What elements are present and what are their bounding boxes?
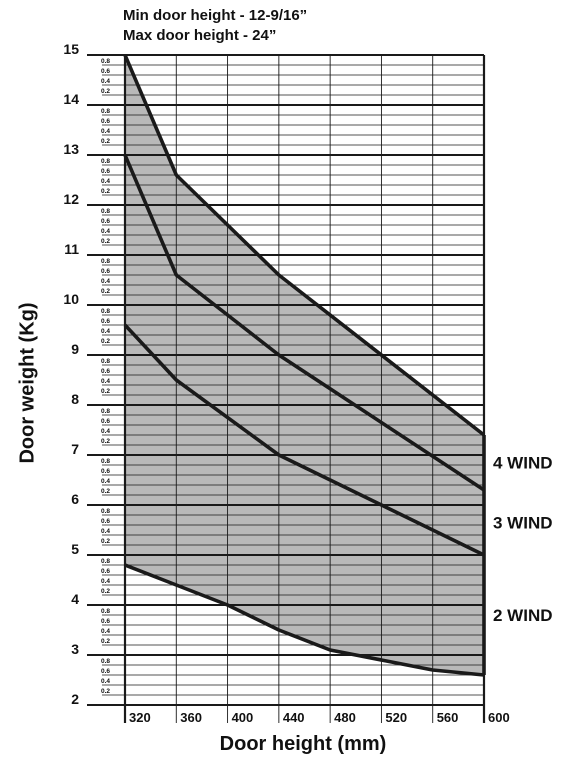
y-tick-label: 3 xyxy=(71,641,79,657)
y-tick-label: 14 xyxy=(63,91,79,107)
y-minor-tick-label: 0.2 xyxy=(101,488,110,495)
y-minor-tick-label: 0.4 xyxy=(101,328,110,335)
series-label: 4 WIND xyxy=(493,454,553,473)
chart-title-max: Max door height - 24” xyxy=(123,27,277,44)
y-minor-tick-label: 0.2 xyxy=(101,638,110,645)
series-line xyxy=(123,323,485,557)
y-minor-tick-label: 0.6 xyxy=(101,268,110,275)
x-tick-label: 440 xyxy=(283,710,305,725)
y-tick-label: 4 xyxy=(71,591,79,607)
y-minor-tick-label: 0.2 xyxy=(101,88,110,95)
y-tick-label: 6 xyxy=(71,491,79,507)
y-minor-tick-label: 0.4 xyxy=(101,578,110,585)
y-minor-tick-label: 0.6 xyxy=(101,368,110,375)
series-label: 2 WIND xyxy=(493,606,553,625)
y-minor-tick-label: 0.4 xyxy=(101,278,110,285)
y-minor-tick-label: 0.4 xyxy=(101,78,110,85)
y-minor-tick-label: 0.8 xyxy=(101,158,110,165)
y-minor-tick-label: 0.4 xyxy=(101,678,110,685)
y-minor-tick-label: 0.4 xyxy=(101,378,110,385)
y-minor-tick-label: 0.8 xyxy=(101,308,110,315)
y-tick-label: 11 xyxy=(64,241,79,257)
y-minor-tick-label: 0.8 xyxy=(101,358,110,365)
y-minor-tick-label: 0.8 xyxy=(101,208,110,215)
y-minor-tick-label: 0.4 xyxy=(101,478,110,485)
y-tick-label: 9 xyxy=(71,341,79,357)
chart-title-min: Min door height - 12-9/16” xyxy=(123,7,308,24)
y-tick-label: 2 xyxy=(71,691,79,707)
y-minor-tick-label: 0.6 xyxy=(101,618,110,625)
x-tick-label: 360 xyxy=(180,710,202,725)
chart-grid xyxy=(123,54,486,723)
y-minor-tick-label: 0.2 xyxy=(101,238,110,245)
y-minor-tick-label: 0.6 xyxy=(101,468,110,475)
y-minor-tick-label: 0.8 xyxy=(101,58,110,65)
series-label: 3 WIND xyxy=(493,514,553,533)
y-minor-tick-label: 0.8 xyxy=(101,108,110,115)
y-minor-tick-label: 0.4 xyxy=(101,628,110,635)
y-tick-label: 12 xyxy=(63,191,79,207)
y-minor-tick-label: 0.6 xyxy=(101,218,110,225)
y-minor-tick-label: 0.4 xyxy=(101,228,110,235)
x-axis-label: Door height (mm) xyxy=(219,733,387,755)
y-minor-tick-label: 0.4 xyxy=(101,178,110,185)
y-minor-tick-label: 0.2 xyxy=(101,338,110,345)
y-minor-tick-label: 0.6 xyxy=(101,318,110,325)
y-axis-label: Door weight (Kg) xyxy=(16,302,39,464)
y-minor-tick-label: 0.4 xyxy=(101,128,110,135)
x-tick-label: 600 xyxy=(488,710,510,725)
y-minor-tick-label: 0.8 xyxy=(101,608,110,615)
y-minor-tick-label: 0.8 xyxy=(101,658,110,665)
y-minor-tick-label: 0.8 xyxy=(101,408,110,415)
y-minor-tick-label: 0.6 xyxy=(101,68,110,75)
y-minor-tick-label: 0.2 xyxy=(101,288,110,295)
y-minor-tick-label: 0.2 xyxy=(101,538,110,545)
y-minor-tick-label: 0.2 xyxy=(101,138,110,145)
y-minor-tick-label: 0.2 xyxy=(101,588,110,595)
chart-series xyxy=(123,54,486,677)
y-minor-tick-label: 0.2 xyxy=(101,388,110,395)
y-minor-tick-label: 0.2 xyxy=(101,688,110,695)
series-line xyxy=(124,563,485,677)
x-tick-label: 520 xyxy=(385,710,407,725)
y-tick-label: 15 xyxy=(63,41,79,57)
y-minor-tick-label: 0.6 xyxy=(101,118,110,125)
chart-series-labels: 4 WIND 3 WIND 2 WIND xyxy=(493,454,553,626)
y-tick-label: 13 xyxy=(63,141,79,157)
y-minor-tick-label: 0.6 xyxy=(101,568,110,575)
series-line xyxy=(123,54,486,437)
y-minor-tick-label: 0.8 xyxy=(101,458,110,465)
y-minor-tick-label: 0.6 xyxy=(101,168,110,175)
y-minor-tick-label: 0.8 xyxy=(101,258,110,265)
y-minor-tick-label: 0.2 xyxy=(101,188,110,195)
chart-ticks: 2 0.2 0.4 0.6 0.8 3 0.2 0.4 0.6 0.8 4 0.2 0.4 0.6 0.8 5… xyxy=(63,41,509,725)
y-tick-label: 10 xyxy=(63,291,79,307)
y-tick-label: 7 xyxy=(71,441,79,457)
y-minor-tick-label: 0.6 xyxy=(101,518,110,525)
y-minor-tick-label: 0.6 xyxy=(101,418,110,425)
y-minor-tick-label: 0.4 xyxy=(101,528,110,535)
x-tick-label: 400 xyxy=(232,710,254,725)
x-tick-label: 480 xyxy=(334,710,356,725)
y-minor-tick-label: 0.8 xyxy=(101,508,110,515)
y-minor-tick-label: 0.8 xyxy=(101,558,110,565)
x-tick-label: 560 xyxy=(437,710,459,725)
y-minor-tick-label: 0.2 xyxy=(101,438,110,445)
y-tick-label: 5 xyxy=(71,541,79,557)
y-tick-label: 8 xyxy=(71,391,79,407)
y-minor-tick-label: 0.6 xyxy=(101,668,110,675)
y-minor-tick-label: 0.4 xyxy=(101,428,110,435)
series-line xyxy=(123,154,485,492)
x-tick-label: 320 xyxy=(129,710,151,725)
